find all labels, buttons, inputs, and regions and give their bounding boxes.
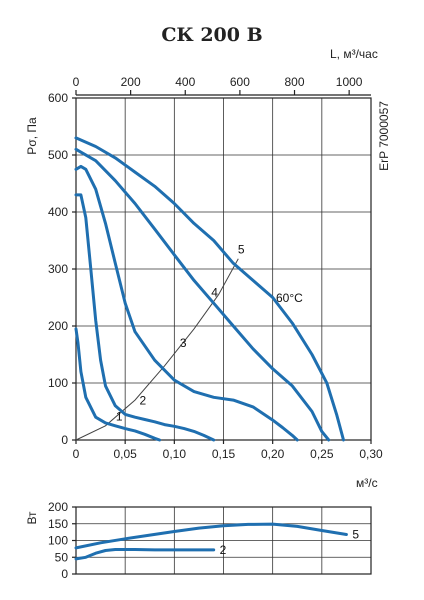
x2-tick-label: 400: [175, 75, 195, 89]
x2-tick-label: 0: [73, 75, 80, 89]
power-y-tick-label: 50: [55, 550, 69, 564]
power-y-tick-label: 100: [48, 534, 68, 548]
curve-label-1: 1: [116, 410, 123, 424]
x-axis-label: м³/с: [356, 476, 378, 490]
curve-3-line: [74, 164, 299, 442]
x-tick-label: 0,10: [163, 447, 187, 461]
power-curve-labels: 25: [220, 527, 360, 556]
x-tick-label: 0,15: [212, 447, 236, 461]
y-tick-label: 500: [48, 148, 68, 162]
power-y-tick-label: 0: [61, 567, 68, 581]
curve-label-3: 3: [180, 336, 187, 350]
main-curve-labels: 1 2 3 4 5: [116, 243, 245, 424]
curve-1-line: [74, 327, 162, 442]
power-curve-2-line: [74, 548, 216, 561]
power-y-tick-label: 200: [48, 500, 68, 514]
y-tick-label: 300: [48, 262, 68, 276]
x2-tick-label: 600: [230, 75, 250, 89]
power-curve-label-5: 5: [352, 527, 359, 541]
system-curve-line: [75, 258, 239, 441]
chart-title: СК 200 В: [161, 24, 262, 46]
x2-tick-label: 800: [285, 75, 305, 89]
temperature-annotation: 60°C: [276, 291, 303, 305]
power-y-axis-label: Вт: [25, 511, 39, 525]
curve-4-line: [74, 147, 331, 442]
y-tick-label: 100: [48, 376, 68, 390]
curve-label-2: 2: [140, 394, 147, 408]
power-curve-label-2: 2: [220, 543, 227, 557]
power-ticks: 0 50 100 150 200: [48, 500, 76, 581]
y-tick-label: 400: [48, 205, 68, 219]
power-curve-5-line: [74, 522, 348, 550]
y-axis-label: Pσ, Па: [25, 117, 39, 155]
power-y-tick-label: 150: [48, 517, 68, 531]
y-tick-label: 600: [48, 91, 68, 105]
power-curves: [74, 522, 348, 561]
x2-tick-label: 1000: [336, 75, 363, 89]
x-tick-label: 0,20: [261, 447, 285, 461]
main-curves: [74, 136, 345, 442]
power-grid: [75, 506, 372, 575]
main-ticks: 0 100 200 300 400 500 600 0 0,05 0,10 0,15 0,20 0,25…: [48, 75, 383, 461]
y-tick-label: 200: [48, 319, 68, 333]
y-tick-label: 0: [61, 433, 68, 447]
side-label: ErP 7000057: [377, 101, 391, 171]
x-tick-label: 0,25: [310, 447, 334, 461]
main-grid: [75, 97, 372, 441]
x-tick-label: 0: [73, 447, 80, 461]
x2-tick-label: 200: [121, 75, 141, 89]
curve-2-line: [74, 193, 216, 442]
curve-5-line: [74, 136, 345, 442]
curve-label-5: 5: [238, 243, 245, 257]
x-tick-label: 0,30: [359, 447, 383, 461]
curve-label-4: 4: [211, 285, 218, 299]
x-tick-label: 0,05: [113, 447, 137, 461]
x2-axis-label: L, м³/час: [330, 47, 378, 61]
